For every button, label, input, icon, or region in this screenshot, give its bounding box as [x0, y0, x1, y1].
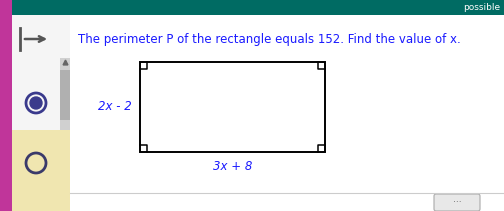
- Bar: [0, 0, 12, 211]
- Text: ···: ···: [453, 198, 461, 207]
- Circle shape: [30, 97, 42, 109]
- Text: The perimeter P of the rectangle equals 152. Find the value of x.: The perimeter P of the rectangle equals …: [78, 33, 461, 46]
- Bar: [12, 15, 70, 211]
- Bar: [12, 130, 70, 211]
- Text: possible: possible: [463, 3, 500, 12]
- Bar: [60, 58, 70, 211]
- Bar: [0, 0, 504, 15]
- Bar: [60, 70, 70, 120]
- Text: 3x + 8: 3x + 8: [213, 160, 252, 173]
- FancyBboxPatch shape: [434, 194, 480, 211]
- Bar: [140, 62, 325, 152]
- Text: 2x - 2: 2x - 2: [98, 100, 132, 114]
- Bar: [70, 15, 504, 211]
